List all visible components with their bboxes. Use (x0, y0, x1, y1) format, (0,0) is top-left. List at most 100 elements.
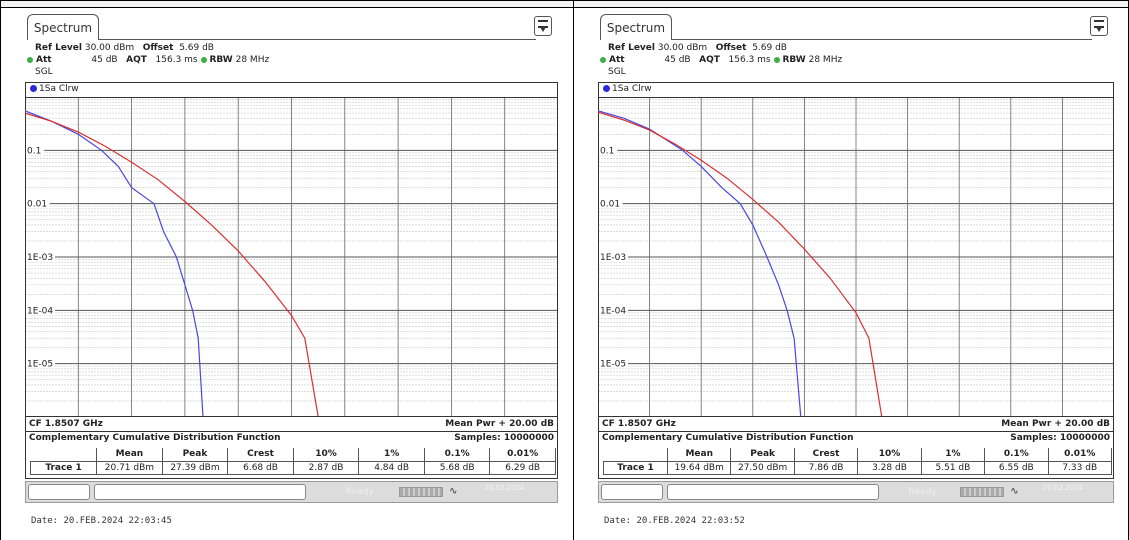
info-line-2: Att 45 dB AQT 156.3 ms RBW 28 MHz (27, 55, 269, 65)
stats-header: 0.1% (984, 448, 1049, 462)
tab-underline (99, 39, 536, 40)
rbw-value: 28 MHz (235, 55, 270, 65)
cf-bar: CF 1.8507 GHz Mean Pwr + 20.00 dB (25, 416, 558, 432)
wave-icon: ∿ (449, 486, 458, 497)
att-status-led-icon (600, 56, 606, 63)
y-tick-label-bg (26, 145, 45, 156)
trace-1-indicator-icon (603, 85, 610, 92)
stats-value: 27.50 dBm (730, 460, 795, 475)
trace-label[interactable]: 1Sa Clrw (612, 84, 652, 94)
sweep-progress (399, 487, 444, 497)
att-status-led-icon (27, 56, 33, 63)
ccdf-statistics-box: Complementary Cumulative Distribution Fu… (598, 431, 1114, 479)
stats-trace-row: Trace 1 20.71 dBm 27.39 dBm 6.68 dB 2.87 dB 4… (29, 460, 556, 475)
stats-header-row: Mean Peak Crest 10% 1% 0.1% 0.01% (604, 448, 1112, 462)
y-tick-label-bg (26, 305, 55, 316)
stats-header: Mean (96, 448, 163, 462)
capture-date: Date: 20.FEB.2024 22:03:52 (604, 516, 745, 526)
aqt-value: 156.3 ms (155, 55, 198, 65)
wave-icon: ∿ (1010, 486, 1019, 497)
stats-value: 6.68 dB (227, 460, 294, 475)
panel-top-border (1, 0, 573, 8)
y-tick-label-bg (599, 358, 628, 369)
y-tick-label: 1E-03 (27, 253, 53, 263)
ccdf-stats-table: Mean Peak Crest 10% 1% 0.1% 0.01% Trace 1 19.64 … (603, 448, 1112, 475)
stats-value: 6.29 dB (489, 460, 556, 475)
y-tick-label-bg (599, 145, 618, 156)
stats-value: 20.71 dBm (96, 460, 163, 475)
y-tick-label: 1E-03 (600, 253, 626, 263)
sweep-mode: SGL (608, 67, 626, 77)
center-frequency: CF 1.8507 GHz (602, 419, 676, 429)
rbw-status-led-icon (200, 56, 207, 63)
y-tick-label: 0.01 (27, 200, 47, 210)
stats-header: Peak (730, 448, 795, 462)
y-tick-label: 0.1 (600, 146, 614, 156)
ccdf-stats-table: Mean Peak Crest 10% 1% 0.1% 0.01% Trace 1 20.71 … (29, 448, 556, 475)
aqt-label: AQT (126, 55, 147, 65)
ref-level-value: 30.00 dBm (84, 43, 135, 53)
ccdf-title: Complementary Cumulative Distribution Fu… (29, 433, 281, 443)
stats-row-label: Trace 1 (603, 460, 668, 475)
y-tick-label-bg (26, 198, 50, 209)
mean-power-offset: Mean Pwr + 20.00 dB (1001, 419, 1110, 429)
stats-header: 10% (292, 448, 360, 462)
menu-dropdown-icon (540, 27, 546, 32)
menu-icon[interactable] (534, 16, 552, 36)
att-value: 45 dB (664, 55, 691, 65)
stats-value: 19.64 dBm (666, 460, 732, 475)
info-line-1: Ref Level 30.00 dBm Offset 5.69 dB (35, 43, 214, 53)
stats-header: 1% (358, 448, 425, 462)
status-field-2[interactable] (667, 484, 879, 500)
tab-underline (672, 39, 1092, 40)
measured-ccdf-trace (598, 110, 802, 417)
stats-row-label: Trace 1 (29, 460, 98, 475)
ccdf-plot[interactable]: 0.1 0.01 1E-03 1E-04 1E-05 (25, 97, 558, 417)
ref-level-label: Ref Level (608, 43, 655, 53)
sweep-progress (960, 487, 1005, 497)
sample-count: Samples: 10000000 (454, 433, 554, 443)
stats-value: 5.51 dB (920, 460, 986, 475)
stats-corner (31, 448, 97, 461)
aqt-value: 156.3 ms (728, 55, 771, 65)
y-tick-label-bg (599, 252, 628, 262)
status-field-1[interactable] (601, 484, 663, 500)
att-label: Att (36, 55, 52, 65)
trace-label[interactable]: 1Sa Clrw (39, 84, 79, 94)
stats-value: 27.39 dBm (161, 460, 229, 475)
mean-power-offset: Mean Pwr + 20.00 dB (445, 419, 554, 429)
status-time: 20.02.2024 (1042, 484, 1083, 492)
y-tick-label: 1E-04 (600, 306, 626, 316)
tab-spectrum[interactable]: Spectrum (27, 14, 99, 40)
offset-label: Offset (715, 43, 747, 53)
y-tick-label: 0.1 (27, 146, 41, 156)
trace-1-indicator-icon (30, 85, 37, 92)
status-ready: Ready (908, 487, 937, 497)
gaussian-reference-trace (598, 111, 883, 417)
status-field-1[interactable] (28, 484, 90, 500)
stats-value: 4.84 dB (358, 460, 425, 475)
stats-header: 1% (920, 448, 986, 462)
y-tick-label-bg (26, 358, 55, 369)
att-value: 45 dB (91, 55, 118, 65)
tab-spectrum[interactable]: Spectrum (600, 14, 672, 40)
status-field-2[interactable] (94, 484, 306, 500)
stats-trace-row: Trace 1 19.64 dBm 27.50 dBm 7.86 dB 3.28 dB 5… (603, 460, 1112, 475)
rbw-label: RBW (782, 55, 806, 65)
stats-header: 0.01% (1047, 448, 1112, 462)
menu-icon[interactable] (1090, 16, 1108, 36)
rbw-label: RBW (209, 55, 233, 65)
ccdf-plot[interactable]: 0.1 0.01 1E-03 1E-04 1E-05 (598, 97, 1114, 417)
stats-header: 10% (857, 448, 922, 462)
status-time: 20.02.2024 (484, 484, 525, 492)
rbw-status-led-icon (773, 56, 780, 63)
stats-value: 2.87 dB (292, 460, 360, 475)
gaussian-reference-trace (25, 112, 319, 417)
grid (25, 97, 558, 417)
ccdf-statistics-box: Complementary Cumulative Distribution Fu… (25, 431, 558, 479)
info-line-1: Ref Level 30.00 dBm Offset 5.69 dB (608, 43, 787, 53)
att-label: Att (609, 55, 625, 65)
status-bar: Ready ∿ 20.02.2024 (25, 481, 558, 503)
stats-header-row: Mean Peak Crest 10% 1% 0.1% 0.01% (31, 448, 556, 462)
y-tick-label: 1E-04 (27, 306, 53, 316)
